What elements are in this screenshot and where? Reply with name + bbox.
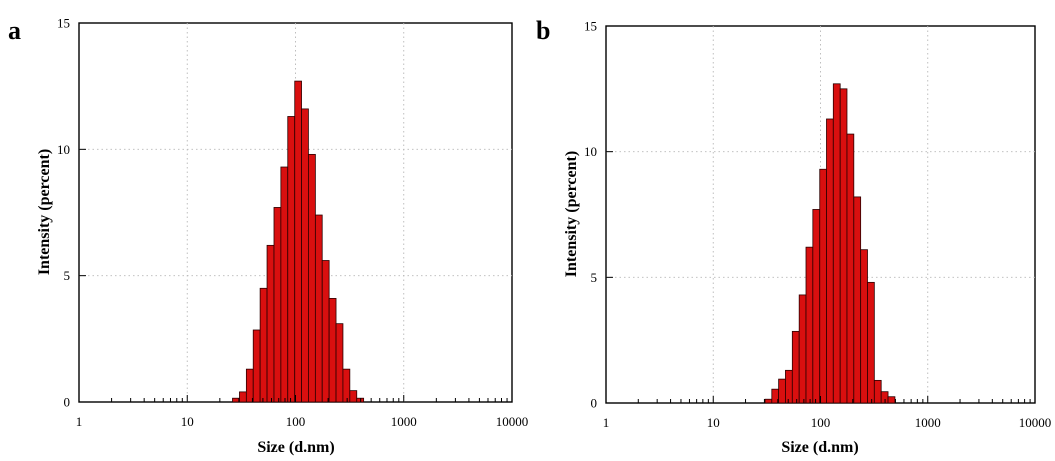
bar — [764, 398, 773, 404]
x-tick-label: 10 — [707, 415, 720, 430]
x-tick-label: 1000 — [391, 414, 417, 429]
bar — [328, 298, 337, 403]
bar — [308, 153, 316, 403]
bar — [839, 88, 848, 404]
bar — [287, 116, 296, 403]
bar — [239, 391, 247, 403]
bar — [294, 80, 302, 403]
bar — [853, 196, 862, 404]
x-tick-label: 10000 — [1019, 415, 1052, 430]
y-tick-label: 15 — [584, 19, 597, 34]
y-axis-label-b: Intensity (percent) — [563, 151, 580, 277]
x-tick-label: 1 — [603, 415, 610, 430]
bars-a — [232, 80, 365, 403]
bar — [335, 323, 344, 403]
bar — [252, 329, 261, 403]
bar — [887, 396, 896, 404]
panel-label-a: a — [8, 16, 21, 45]
bar — [819, 168, 827, 404]
x-tick-label: 1000 — [915, 415, 941, 430]
x-axis-label-b: Size (d.nm) — [781, 439, 858, 456]
y-tick-label: 15 — [57, 16, 70, 31]
chart-panel-a: a 1 10 100 1000 10000 0 5 10 15 Size (d.nm) Inte… — [8, 16, 528, 457]
y-axis-label-a: Intensity (percent) — [36, 149, 53, 275]
bar — [321, 260, 330, 403]
bars-b — [764, 83, 896, 404]
x-axis-label-a: Size (d.nm) — [257, 439, 334, 456]
bar — [273, 207, 282, 403]
bar — [785, 369, 793, 404]
bar — [826, 118, 834, 404]
bar — [266, 244, 275, 403]
bar — [349, 390, 358, 403]
y-tick-label: 10 — [584, 144, 597, 159]
x-tick-label: 10 — [181, 414, 194, 429]
bar — [805, 246, 814, 404]
bar — [867, 281, 875, 404]
bar — [860, 249, 868, 404]
y-tick-label: 5 — [64, 268, 71, 283]
bar — [342, 368, 351, 403]
y-tick-label: 0 — [591, 396, 598, 411]
bar — [873, 379, 882, 404]
bar — [778, 378, 786, 404]
bar — [314, 214, 323, 403]
bar — [812, 209, 821, 404]
bar — [846, 133, 855, 404]
bar — [280, 166, 289, 403]
ticks-b: 1 10 100 1000 10000 0 5 10 15 — [584, 19, 1051, 431]
x-tick-label: 100 — [811, 415, 831, 430]
y-tick-label: 10 — [57, 142, 70, 157]
x-tick-label: 10000 — [496, 414, 529, 429]
x-tick-label: 100 — [286, 414, 306, 429]
panel-label-b: b — [536, 16, 550, 45]
chart-panel-b: b 1 10 100 1000 10000 0 5 10 15 Size (d.nm) Inte… — [536, 16, 1051, 456]
bar — [259, 287, 268, 403]
bar — [798, 294, 807, 404]
y-tick-label: 0 — [64, 395, 71, 410]
bar — [301, 108, 309, 403]
x-tick-label: 1 — [76, 414, 83, 429]
bar — [791, 330, 800, 404]
ticks-a: 1 10 100 1000 10000 0 5 10 15 — [57, 16, 528, 430]
bar — [832, 83, 841, 404]
y-tick-label: 5 — [591, 270, 598, 285]
bar — [245, 368, 254, 403]
